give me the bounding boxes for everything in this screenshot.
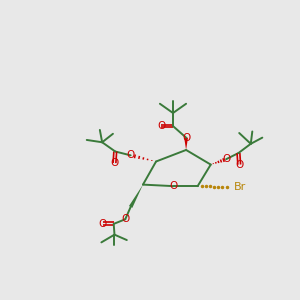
Text: O: O [110,158,118,168]
Text: O: O [121,214,129,224]
Text: O: O [235,160,243,170]
Text: O: O [222,154,230,164]
Polygon shape [129,184,143,208]
Text: O: O [99,219,107,229]
Text: O: O [127,150,135,160]
Polygon shape [184,138,188,150]
Text: O: O [169,181,178,191]
Text: O: O [157,121,166,131]
Text: Br: Br [234,182,246,192]
Text: O: O [182,133,190,142]
